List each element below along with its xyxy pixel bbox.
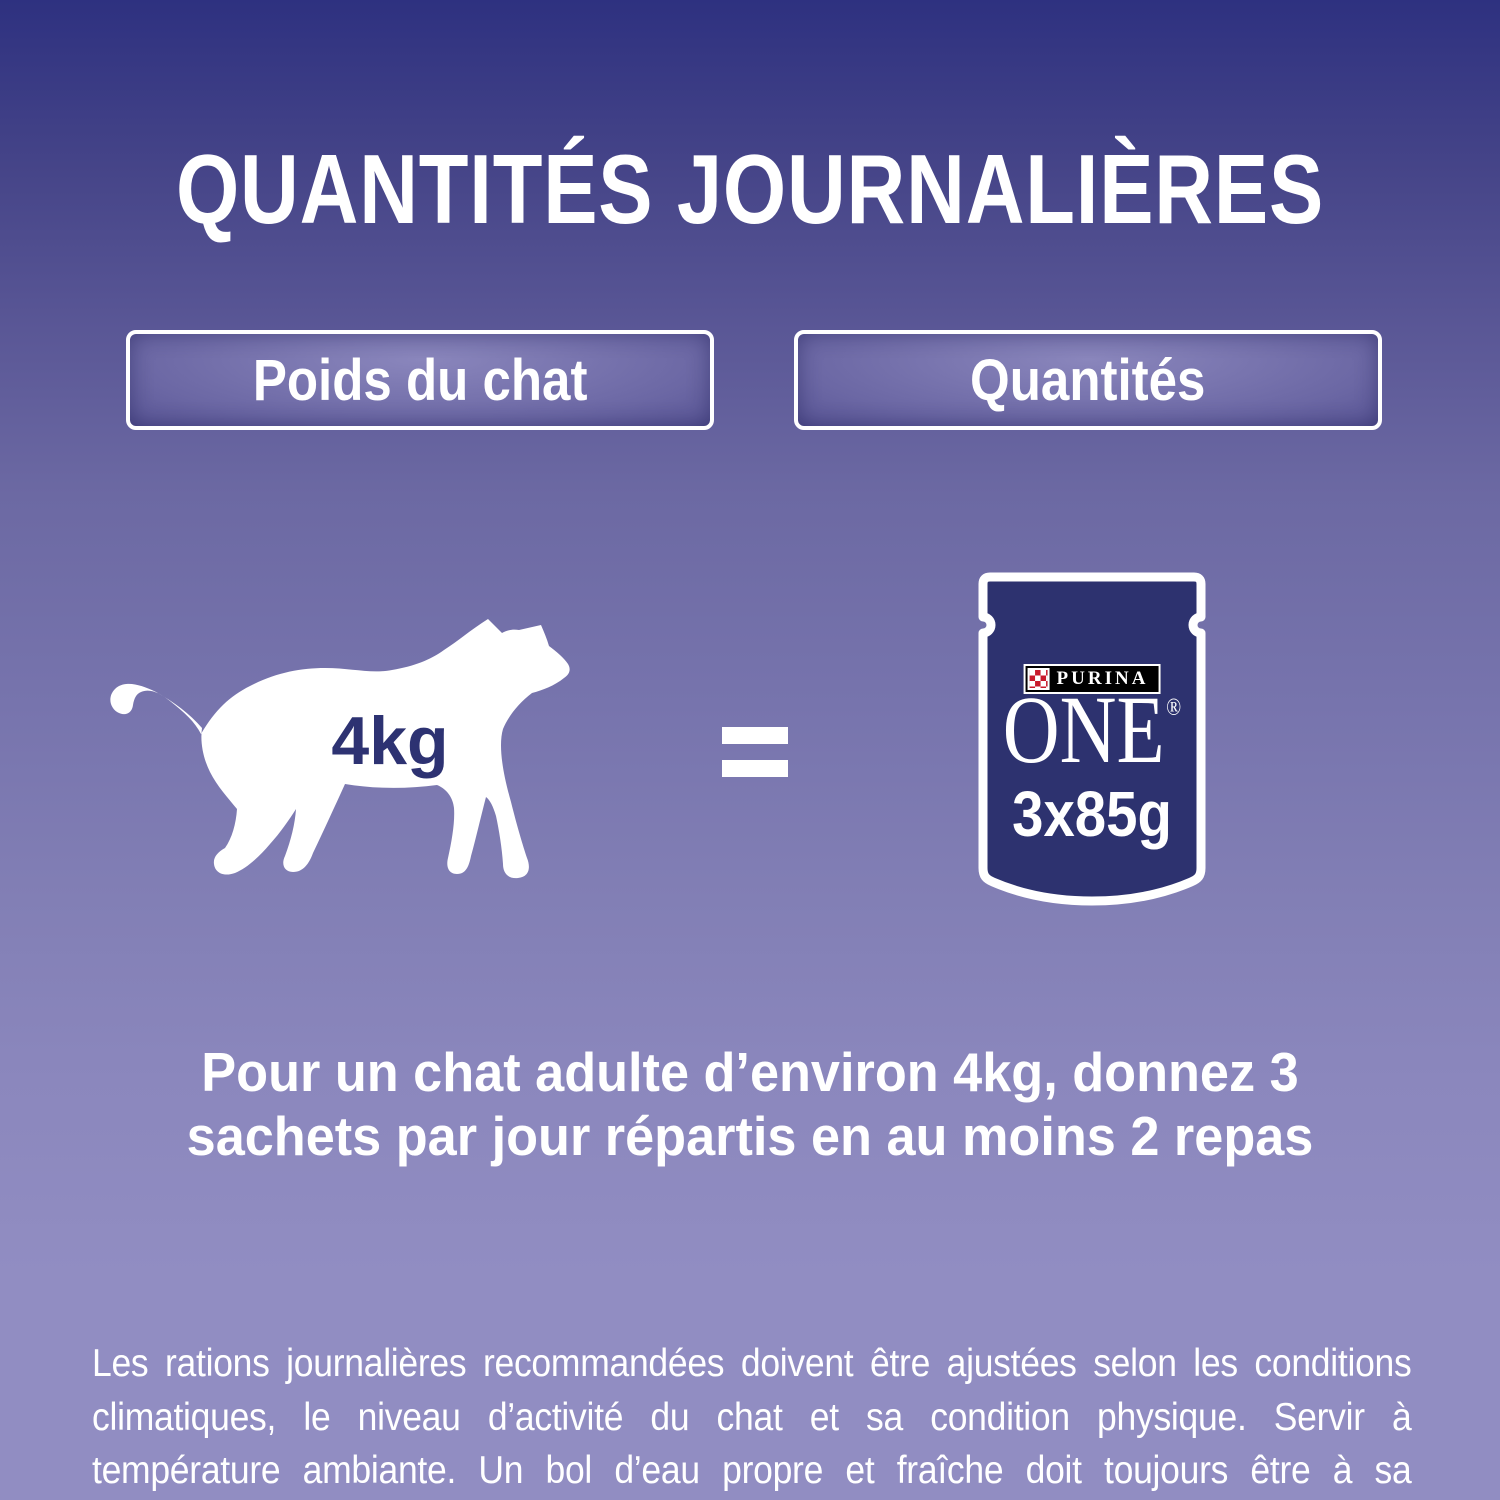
- cat-weight-label: 4kg: [331, 703, 448, 779]
- equals-icon: [722, 727, 788, 778]
- pouch-quantity-label: 3x85g: [1012, 778, 1172, 850]
- quantity-header-label: Quantités: [970, 347, 1206, 413]
- registered-mark: ®: [1166, 695, 1182, 721]
- page-title: QUANTITÉS JOURNALIÈRES: [175, 133, 1325, 244]
- feeding-instruction-line-2: sachets par jour répartis en au moins 2 …: [186, 1105, 1314, 1167]
- equals-bar-bottom: [722, 760, 788, 777]
- equals-bar-top: [722, 727, 788, 744]
- quantity-header-box: Quantités: [794, 330, 1382, 430]
- pouch-shape: [978, 572, 1206, 906]
- pouch-illustration: PURINA ONE® 3x85g: [976, 570, 1208, 908]
- weight-header-label: Poids du chat: [252, 347, 588, 413]
- cat-silhouette-icon: 4kg: [110, 619, 570, 879]
- weight-header-box: Poids du chat: [126, 330, 714, 430]
- feeding-instruction: Pour un chat adulte d’environ 4kg, donne…: [0, 1040, 1500, 1168]
- pouch-label-area: PURINA ONE® 3x85g: [976, 570, 1208, 908]
- purina-brand-label: PURINA: [1056, 668, 1149, 689]
- purina-checkerboard-icon: [1027, 668, 1050, 690]
- purina-logo-bar: PURINA: [1023, 664, 1161, 694]
- feeding-instruction-line-1: Pour un chat adulte d’environ 4kg, donne…: [201, 1041, 1299, 1103]
- footnote-text: Les rations journalières recommandées do…: [92, 1342, 1412, 1492]
- one-logo-text: ONE: [1002, 676, 1165, 783]
- one-logo: ONE®: [997, 682, 1187, 778]
